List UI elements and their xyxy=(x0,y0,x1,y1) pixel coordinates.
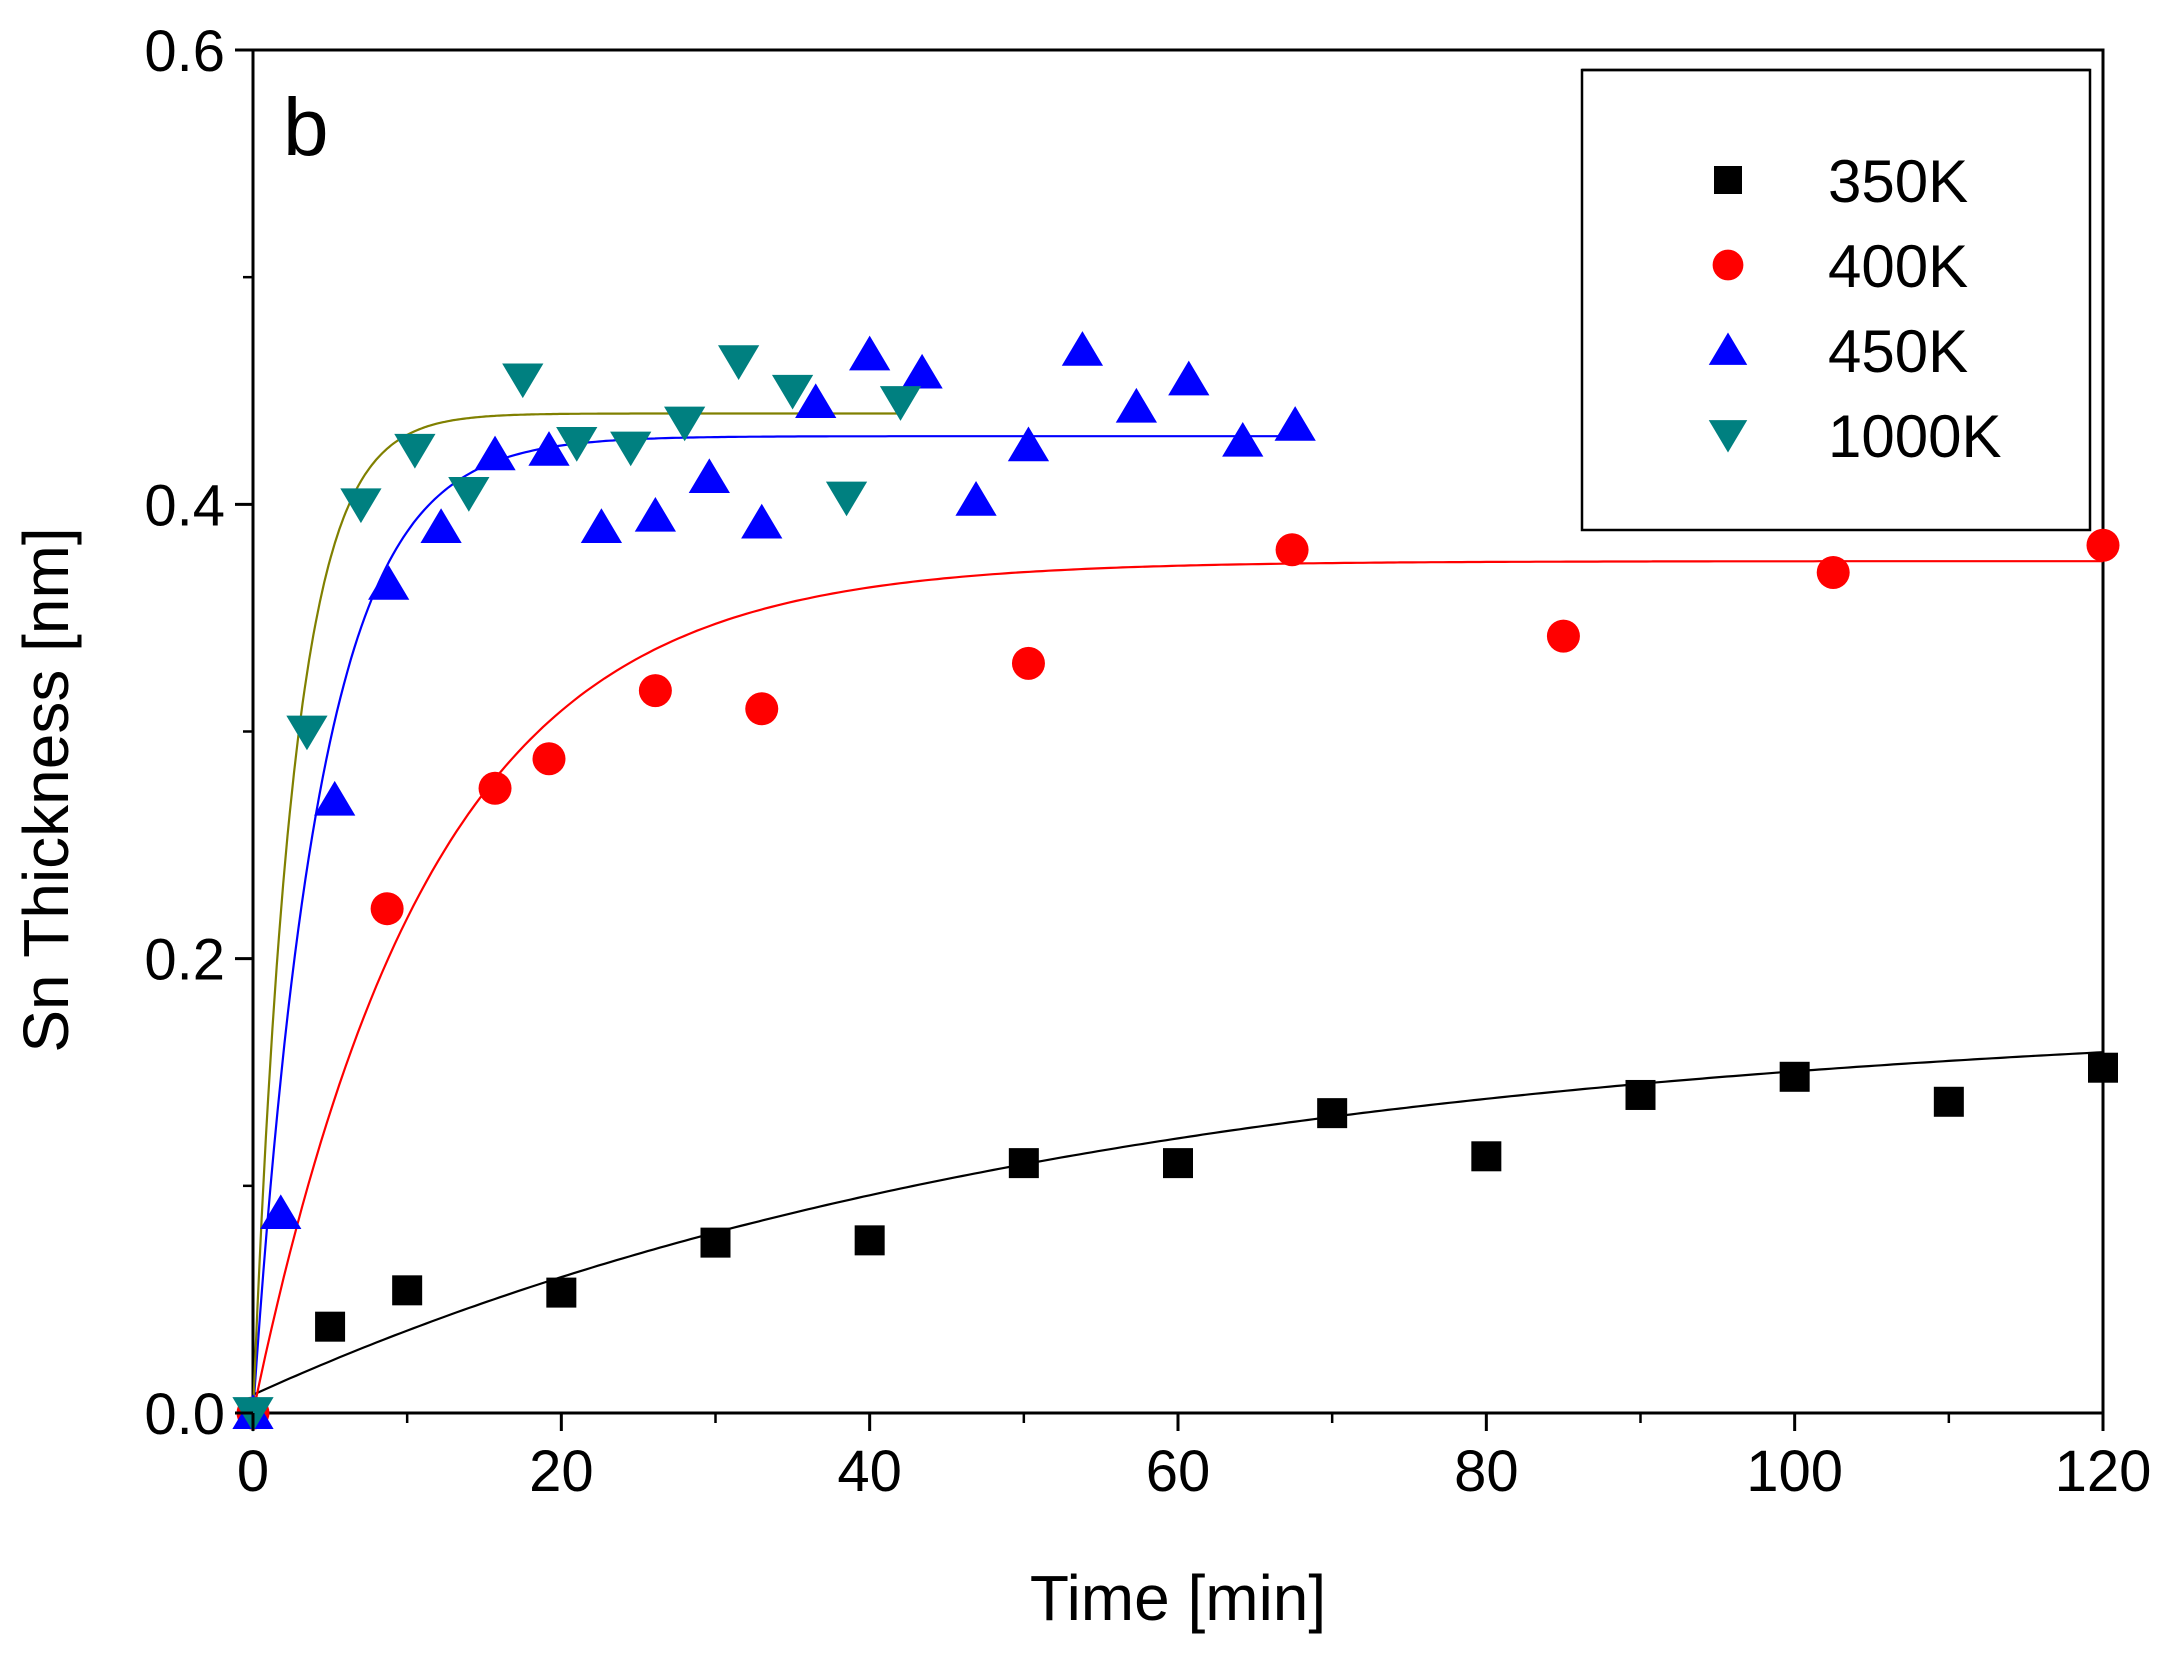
fit-curve-1000K xyxy=(251,412,901,1414)
point-1000K-5 xyxy=(502,363,544,399)
point-1000K-1 xyxy=(286,715,328,751)
point-450K-15 xyxy=(1007,426,1050,462)
point-400K-9 xyxy=(1816,555,1850,589)
y-tick-label-0.6: 0.6 xyxy=(144,19,225,84)
point-400K-4 xyxy=(638,674,672,708)
point-350K-8 xyxy=(1317,1098,1348,1129)
point-1000K-4 xyxy=(448,477,490,512)
point-350K-4 xyxy=(700,1227,731,1258)
point-350K-2 xyxy=(392,1275,423,1306)
point-350K-9 xyxy=(1471,1141,1502,1172)
x-tick-label-0: 0 xyxy=(237,1439,269,1504)
point-400K-7 xyxy=(1275,533,1309,567)
point-1000K-7 xyxy=(610,431,652,467)
x-tick-label-120: 120 xyxy=(2055,1439,2152,1504)
point-450K-8 xyxy=(634,496,676,532)
point-450K-1 xyxy=(260,1194,302,1230)
point-400K-10 xyxy=(2086,528,2120,562)
point-350K-6 xyxy=(1008,1148,1039,1179)
point-1000K-10 xyxy=(771,374,814,410)
point-450K-5 xyxy=(474,435,516,471)
legend-label-1000K: 1000K xyxy=(1828,403,2002,470)
point-400K-2 xyxy=(478,771,512,805)
point-1000K-11 xyxy=(825,481,868,517)
point-450K-11 xyxy=(795,383,837,419)
point-450K-4 xyxy=(420,508,462,543)
point-350K-3 xyxy=(546,1277,577,1308)
point-450K-7 xyxy=(580,508,623,543)
y-tick-label-0.2: 0.2 xyxy=(144,928,225,993)
point-450K-16 xyxy=(1061,331,1104,366)
point-450K-13 xyxy=(901,353,943,389)
point-1000K-3 xyxy=(394,433,436,469)
legend-label-350K: 350K xyxy=(1828,148,1968,215)
point-450K-2 xyxy=(314,780,356,816)
point-450K-18 xyxy=(1168,360,1210,396)
point-450K-3 xyxy=(368,565,410,600)
x-tick-label-60: 60 xyxy=(1146,1439,1211,1504)
y-axis: 0.0 0.2 0.4 0.6 xyxy=(144,19,253,1447)
point-400K-3 xyxy=(532,742,566,776)
legend-marker-400K xyxy=(1712,249,1744,281)
point-400K-8 xyxy=(1546,619,1580,653)
point-450K-6 xyxy=(528,431,570,466)
y-tick-label-0.4: 0.4 xyxy=(144,473,225,538)
point-450K-17 xyxy=(1115,387,1157,423)
x-tick-label-20: 20 xyxy=(529,1439,594,1504)
data-markers xyxy=(232,331,2120,1432)
x-axis-title: Time [min] xyxy=(1030,1562,1326,1634)
point-1000K-12 xyxy=(879,386,922,421)
fit-curve-350K xyxy=(252,1051,2104,1396)
point-350K-11 xyxy=(1779,1061,1810,1092)
x-tick-label-80: 80 xyxy=(1454,1439,1519,1504)
point-450K-9 xyxy=(688,458,730,494)
point-350K-5 xyxy=(854,1225,885,1256)
point-450K-14 xyxy=(955,481,997,516)
point-400K-1 xyxy=(370,892,404,926)
y-axis-title: Sn Thickness [nm] xyxy=(10,527,82,1052)
legend: 350K 400K 450K 1000K xyxy=(1580,68,2092,532)
point-1000K-2 xyxy=(340,488,382,524)
legend-marker-1000K xyxy=(1708,420,1748,453)
point-1000K-6 xyxy=(556,427,598,462)
point-1000K-9 xyxy=(718,345,760,380)
legend-marker-450K xyxy=(1708,332,1748,365)
point-1000K-8 xyxy=(664,406,706,442)
x-tick-label-40: 40 xyxy=(837,1439,902,1504)
fit-curve-450K xyxy=(251,435,1302,1414)
point-350K-12 xyxy=(1933,1086,1964,1117)
point-450K-10 xyxy=(741,503,783,539)
point-450K-20 xyxy=(1274,406,1316,441)
x-axis: 0 20 40 60 80 100 120 xyxy=(237,1413,2152,1504)
point-450K-19 xyxy=(1222,421,1264,457)
legend-label-400K: 400K xyxy=(1828,233,1968,300)
y-tick-label-0.0: 0.0 xyxy=(144,1382,225,1447)
legend-label-450K: 450K xyxy=(1828,318,1968,385)
fit-curve-400K xyxy=(251,560,2103,1414)
legend-box xyxy=(1580,68,2092,532)
point-350K-1 xyxy=(315,1311,346,1342)
x-tick-label-100: 100 xyxy=(1746,1439,1843,1504)
point-450K-12 xyxy=(849,335,891,371)
point-350K-13 xyxy=(2088,1052,2118,1083)
point-350K-10 xyxy=(1625,1079,1656,1110)
legend-marker-350K xyxy=(1714,166,1742,194)
point-350K-7 xyxy=(1163,1148,1193,1179)
point-400K-5 xyxy=(745,692,779,726)
panel-label: b xyxy=(283,82,329,173)
point-400K-6 xyxy=(1011,646,1045,680)
